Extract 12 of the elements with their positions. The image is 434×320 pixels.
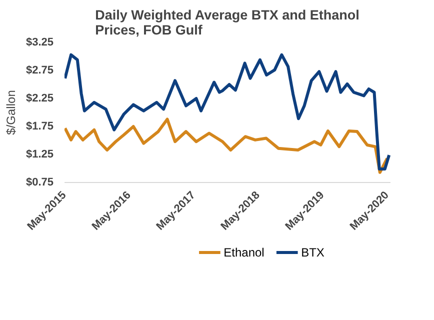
y-tick-label: $1.75 xyxy=(26,120,54,132)
y-tick-label: $3.25 xyxy=(26,36,54,48)
line-series xyxy=(64,118,389,174)
legend-label: BTX xyxy=(301,246,324,260)
chart-title: Daily Weighted Average BTX and Ethanol Prices, FOB Gulf xyxy=(95,8,360,38)
y-axis-title: $/Gallon xyxy=(4,90,18,135)
line-series xyxy=(64,53,390,171)
y-tick-label: $2.75 xyxy=(26,64,54,76)
y-tick-label: $0.75 xyxy=(26,176,54,188)
y-tick-label: $1.25 xyxy=(26,148,54,160)
y-tick-label: $2.25 xyxy=(26,92,54,104)
legend-label: Ethanol xyxy=(224,246,264,260)
